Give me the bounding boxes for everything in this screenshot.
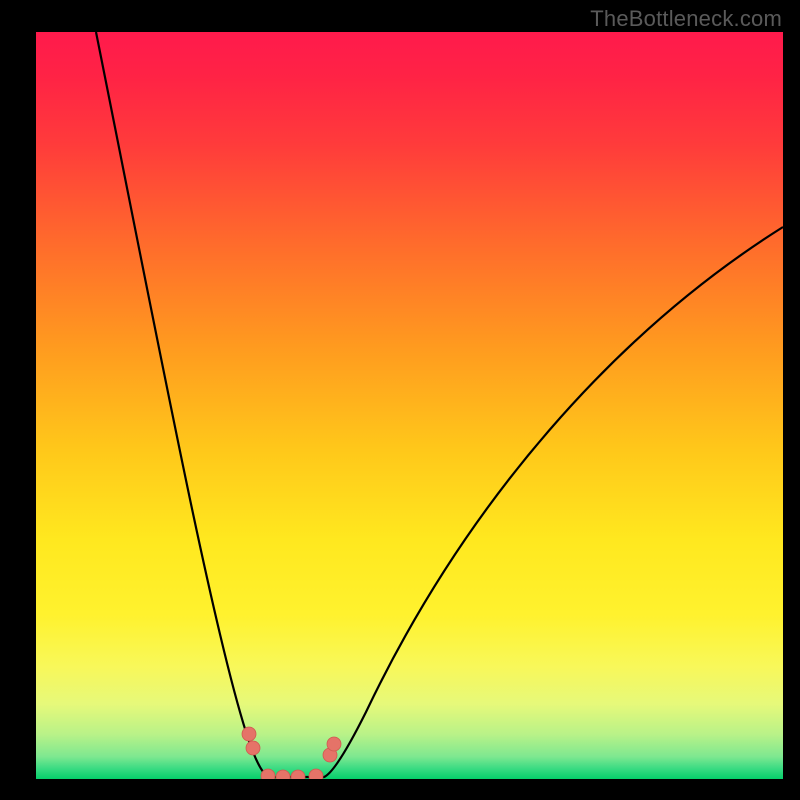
marker-point (291, 770, 305, 779)
plot-area (36, 32, 783, 779)
chart-frame: TheBottleneck.com (0, 0, 800, 800)
bottleneck-curve (36, 32, 783, 779)
marker-point (327, 737, 341, 751)
marker-point (242, 727, 256, 741)
marker-point (309, 769, 323, 779)
marker-point (276, 770, 290, 779)
watermark-text: TheBottleneck.com (590, 6, 782, 32)
marker-point (246, 741, 260, 755)
marker-point (261, 769, 275, 779)
data-markers (242, 727, 341, 779)
